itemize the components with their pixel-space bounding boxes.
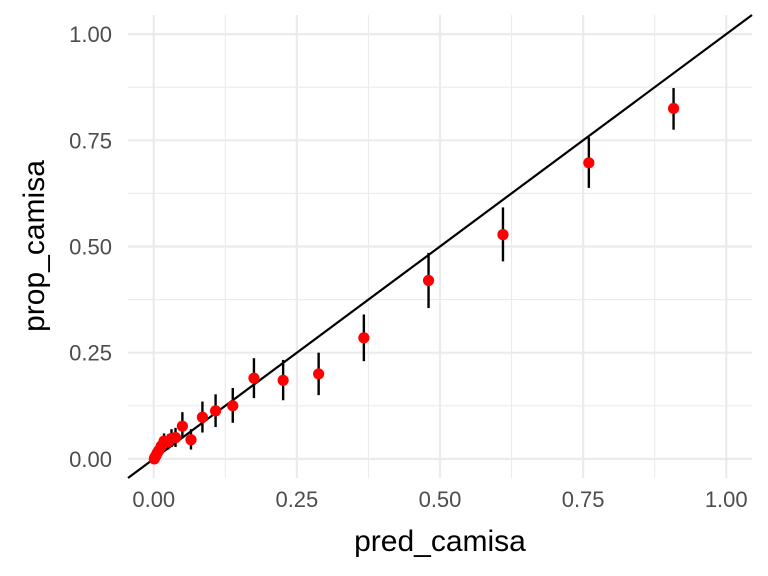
point-9 (169, 432, 182, 444)
y-tick-label: 0.00 (69, 447, 112, 472)
point-12 (196, 411, 209, 423)
point-17 (313, 368, 325, 380)
points (148, 102, 680, 465)
y-tick-label: 0.50 (69, 235, 112, 260)
point-11 (185, 434, 197, 446)
point-20 (497, 229, 509, 241)
grid (128, 15, 752, 478)
point-13 (209, 405, 222, 417)
point-21 (583, 157, 595, 169)
point-10 (176, 420, 188, 432)
point-18 (358, 332, 370, 344)
x-tick-label: 0.50 (419, 487, 462, 512)
point-14 (227, 400, 239, 412)
y-axis-title: prop_camisa (18, 160, 51, 332)
y-tick-label: 1.00 (69, 22, 112, 47)
point-16 (277, 374, 289, 386)
x-tick-label: 0.25 (275, 487, 318, 512)
x-tick-label: 0.75 (562, 487, 605, 512)
point-22 (667, 102, 680, 115)
x-tick-label: 1.00 (705, 487, 748, 512)
point-15 (248, 372, 260, 384)
x-axis-title: pred_camisa (354, 525, 526, 558)
x-tick-label: 0.00 (132, 487, 175, 512)
y-tick-label: 0.75 (69, 128, 112, 153)
tick-labels: 0.00 0.25 0.50 0.75 1.00 0.00 0.25 0.50 0.75 1.00 (69, 22, 747, 512)
y-tick-label: 0.25 (69, 341, 112, 366)
point-19 (422, 274, 435, 287)
